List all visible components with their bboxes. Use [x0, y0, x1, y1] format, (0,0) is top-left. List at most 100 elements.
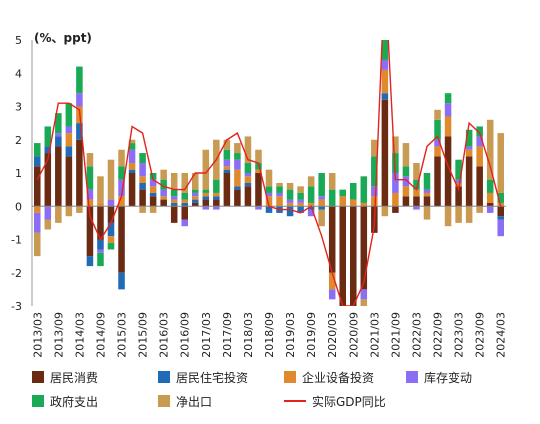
bar-segment — [234, 189, 241, 207]
bar-segment — [307, 209, 315, 217]
bar-segment — [34, 206, 41, 213]
x-tick-label: 2016/09 — [179, 312, 192, 358]
bar-segment — [265, 169, 273, 187]
bar-segment — [55, 133, 62, 137]
bar-segment — [234, 153, 241, 160]
bar-segment — [434, 139, 441, 147]
bar-segment — [402, 176, 410, 187]
bar-segment — [297, 202, 304, 207]
bar-segment — [160, 189, 167, 197]
bar-segment — [34, 143, 41, 157]
bar-segment — [244, 186, 252, 207]
bar-segment — [360, 289, 368, 300]
y-axis-label: (%、ppt) — [34, 31, 92, 45]
bar-segment — [307, 186, 315, 203]
bar-segment — [118, 179, 125, 197]
gdp-line — [36, 40, 502, 306]
y-tick-label: 1 — [15, 167, 22, 180]
bar-segment — [360, 206, 368, 290]
bar-segment — [213, 199, 220, 207]
bar-segment — [65, 156, 73, 207]
bar-segment — [149, 206, 157, 213]
bar-segment — [423, 173, 431, 190]
bar-segment — [328, 206, 336, 273]
bar-segment — [318, 209, 325, 227]
bar-segment — [213, 206, 220, 210]
bar-segment — [297, 206, 304, 213]
bar-segment — [44, 126, 52, 147]
bar-segment — [160, 179, 167, 190]
bar-segment — [392, 173, 399, 193]
bar-segment — [44, 153, 52, 207]
bar-segment — [202, 189, 210, 193]
bar-segment — [181, 199, 188, 203]
y-tick-label: 3 — [15, 101, 22, 114]
bar-segment — [286, 189, 294, 200]
bar-segment — [339, 306, 346, 316]
bar-segment — [402, 143, 410, 167]
y-tick-label: -2 — [11, 267, 22, 280]
bar-segment — [402, 186, 410, 197]
x-tick-label: 2022/09 — [432, 312, 445, 358]
bar-segment — [86, 153, 94, 167]
bar-segment — [44, 219, 52, 230]
x-tick-label: 2015/03 — [116, 312, 129, 358]
bar-segment — [118, 272, 125, 290]
bar-segment — [371, 139, 378, 157]
legend-label: 政府支出 — [50, 394, 99, 409]
bar-segment — [86, 166, 94, 190]
bar-segment — [181, 192, 188, 200]
bar-segment — [444, 136, 452, 207]
bar-segment — [339, 333, 346, 363]
bar-segment — [44, 206, 52, 220]
bar-segment — [392, 206, 399, 213]
bar-segment — [371, 196, 378, 207]
bar-segment — [297, 199, 304, 203]
bar-segment — [244, 173, 252, 177]
legend-swatch — [406, 371, 418, 383]
bar-segment — [434, 119, 441, 140]
bar-segment — [192, 189, 199, 193]
legend-label: 库存变动 — [424, 370, 473, 385]
bar-segment — [76, 123, 83, 140]
bar-segment — [149, 196, 157, 207]
bar-segment — [34, 166, 41, 207]
bar-segment — [234, 143, 241, 154]
bar-segment — [160, 199, 167, 207]
bar-segment — [181, 173, 188, 193]
x-tick-label: 2023/03 — [453, 312, 466, 358]
legend-swatch — [284, 371, 296, 383]
legend-item-net-exports: 净出口 — [158, 392, 212, 410]
bar-segment — [202, 199, 210, 207]
bar-segment — [55, 113, 62, 134]
bar-segment — [413, 206, 420, 210]
x-tick-label: 2013/03 — [31, 312, 44, 358]
legend-label: 实际GDP同比 — [312, 394, 386, 409]
x-tick-label: 2017/03 — [200, 312, 213, 358]
bar-segment — [255, 163, 262, 170]
bar-segment — [170, 189, 178, 197]
bar-segment — [392, 153, 399, 173]
y-tick-label: -1 — [11, 234, 22, 247]
legend-swatch — [32, 371, 44, 383]
bar-segment — [339, 196, 346, 207]
bar-segment — [413, 196, 420, 207]
bar-segment — [276, 196, 283, 207]
bar-segment — [128, 149, 136, 164]
bar-segment — [255, 149, 262, 164]
bar-segment — [65, 133, 73, 147]
bar-segment — [86, 199, 94, 207]
bar-segment — [97, 206, 104, 240]
bar-segment — [286, 182, 294, 190]
bar-segment — [76, 139, 83, 207]
bar-segment — [107, 242, 115, 250]
bar-segment — [149, 173, 157, 180]
bar-segment — [497, 219, 504, 237]
bar-segment — [65, 103, 73, 127]
bar-segment — [128, 143, 136, 150]
bar-segment — [202, 206, 210, 210]
bar-segment — [170, 196, 178, 200]
bar-segment — [476, 166, 483, 207]
bar-segment — [76, 93, 83, 107]
bar-segment — [423, 206, 431, 220]
